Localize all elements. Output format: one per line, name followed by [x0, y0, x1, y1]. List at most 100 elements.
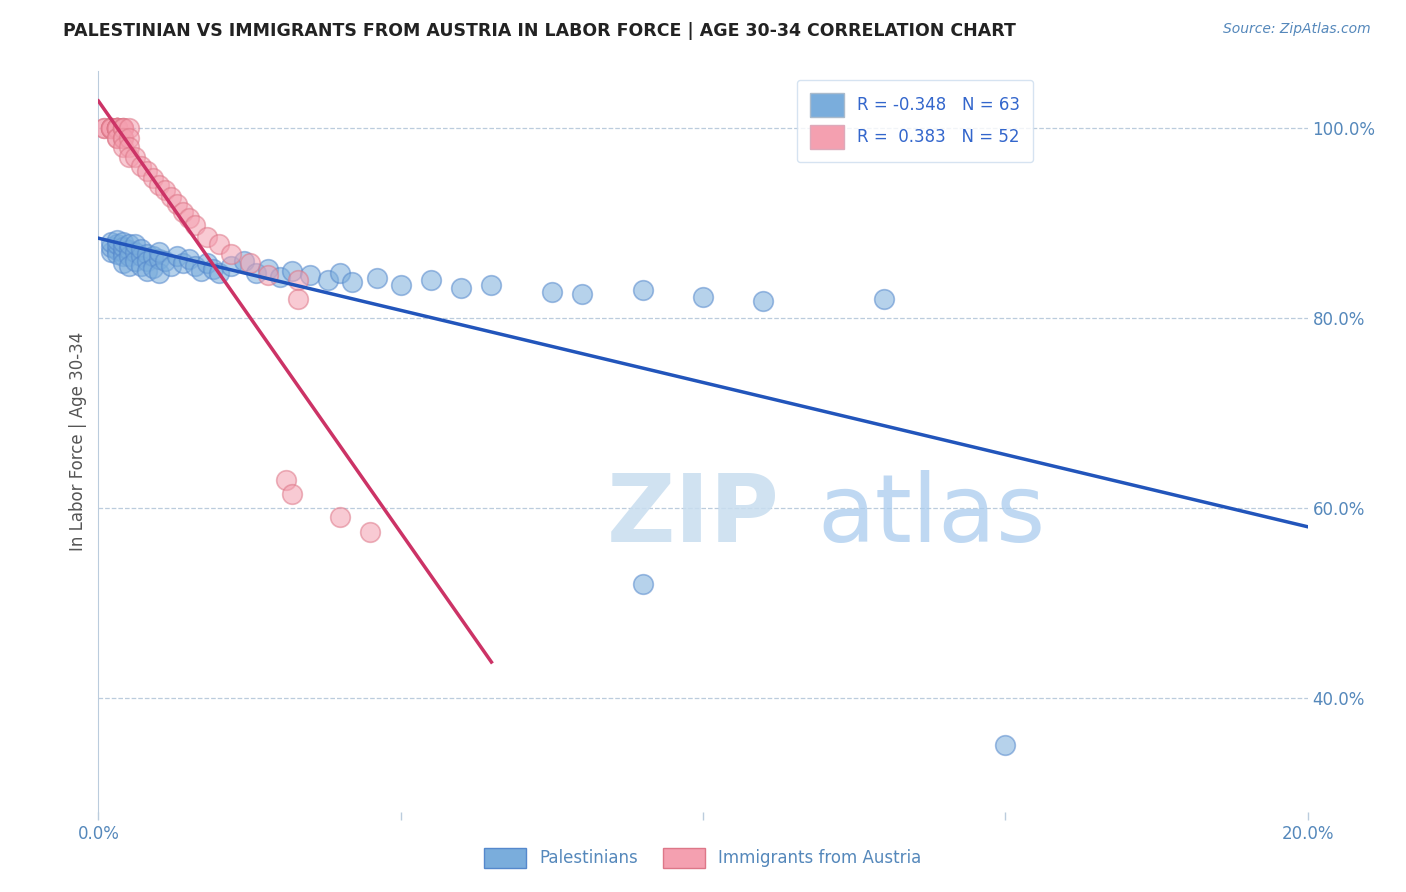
- Point: [105, 130, 128, 145]
- Point: [208, 266, 231, 280]
- Point: [221, 259, 243, 273]
- Point: [111, 121, 134, 136]
- Point: [179, 211, 201, 226]
- Point: [184, 218, 207, 232]
- Point: [160, 189, 183, 203]
- Point: [111, 130, 134, 145]
- Point: [195, 256, 218, 270]
- Point: [366, 271, 388, 285]
- Point: [105, 233, 128, 247]
- Point: [105, 121, 128, 136]
- Point: [190, 263, 212, 277]
- Point: [389, 277, 412, 292]
- Point: [135, 263, 157, 277]
- Point: [105, 121, 128, 136]
- Point: [129, 250, 152, 264]
- Point: [873, 292, 896, 306]
- Point: [129, 159, 152, 173]
- Point: [631, 283, 654, 297]
- Point: [124, 150, 146, 164]
- Point: [153, 254, 176, 268]
- Point: [105, 130, 128, 145]
- Y-axis label: In Labor Force | Age 30-34: In Labor Force | Age 30-34: [69, 332, 87, 551]
- Point: [148, 178, 170, 193]
- Point: [105, 237, 128, 252]
- Point: [281, 263, 304, 277]
- Point: [256, 268, 278, 283]
- Point: [179, 252, 201, 267]
- Legend: Palestinians, Immigrants from Austria: Palestinians, Immigrants from Austria: [478, 841, 928, 875]
- Point: [124, 254, 146, 268]
- Point: [105, 246, 128, 260]
- Point: [142, 250, 165, 264]
- Point: [142, 170, 165, 185]
- Point: [172, 204, 194, 219]
- Point: [256, 261, 278, 276]
- Point: [129, 259, 152, 273]
- Point: [105, 121, 128, 136]
- Point: [202, 261, 225, 276]
- Point: [111, 235, 134, 250]
- Point: [184, 259, 207, 273]
- Point: [160, 259, 183, 273]
- Point: [135, 164, 157, 178]
- Point: [153, 183, 176, 197]
- Point: [124, 244, 146, 259]
- Point: [329, 266, 352, 280]
- Point: [105, 121, 128, 136]
- Point: [100, 235, 122, 250]
- Text: atlas: atlas: [818, 469, 1046, 562]
- Point: [111, 121, 134, 136]
- Point: [239, 256, 262, 270]
- Point: [118, 121, 141, 136]
- Point: [135, 254, 157, 268]
- Point: [299, 268, 322, 283]
- Point: [118, 259, 141, 273]
- Point: [105, 121, 128, 136]
- Point: [287, 273, 309, 287]
- Point: [111, 121, 134, 136]
- Point: [166, 197, 188, 211]
- Point: [129, 242, 152, 256]
- Point: [195, 230, 218, 244]
- Point: [124, 237, 146, 252]
- Text: Source: ZipAtlas.com: Source: ZipAtlas.com: [1223, 22, 1371, 37]
- Point: [245, 266, 267, 280]
- Point: [571, 287, 593, 301]
- Point: [232, 254, 254, 268]
- Point: [274, 473, 297, 487]
- Point: [105, 121, 128, 136]
- Point: [342, 275, 364, 289]
- Text: ZIP: ZIP: [606, 469, 779, 562]
- Text: PALESTINIAN VS IMMIGRANTS FROM AUSTRIA IN LABOR FORCE | AGE 30-34 CORRELATION CH: PALESTINIAN VS IMMIGRANTS FROM AUSTRIA I…: [63, 22, 1017, 40]
- Point: [450, 281, 472, 295]
- Point: [631, 577, 654, 591]
- Point: [208, 237, 231, 252]
- Point: [105, 121, 128, 136]
- Point: [118, 237, 141, 252]
- Point: [118, 130, 141, 145]
- Point: [540, 285, 562, 299]
- Point: [360, 524, 382, 539]
- Point: [111, 256, 134, 270]
- Point: [172, 256, 194, 270]
- Point: [692, 290, 714, 304]
- Point: [100, 121, 122, 136]
- Point: [420, 273, 443, 287]
- Point: [105, 121, 128, 136]
- Point: [105, 243, 128, 257]
- Point: [135, 246, 157, 260]
- Point: [118, 243, 141, 257]
- Point: [111, 240, 134, 254]
- Point: [281, 487, 304, 501]
- Point: [100, 244, 122, 259]
- Point: [269, 270, 291, 285]
- Point: [93, 121, 115, 136]
- Point: [100, 121, 122, 136]
- Point: [287, 292, 309, 306]
- Point: [100, 121, 122, 136]
- Point: [329, 510, 352, 524]
- Point: [118, 150, 141, 164]
- Legend: R = -0.348   N = 63, R =  0.383   N = 52: R = -0.348 N = 63, R = 0.383 N = 52: [797, 79, 1033, 161]
- Point: [100, 121, 122, 136]
